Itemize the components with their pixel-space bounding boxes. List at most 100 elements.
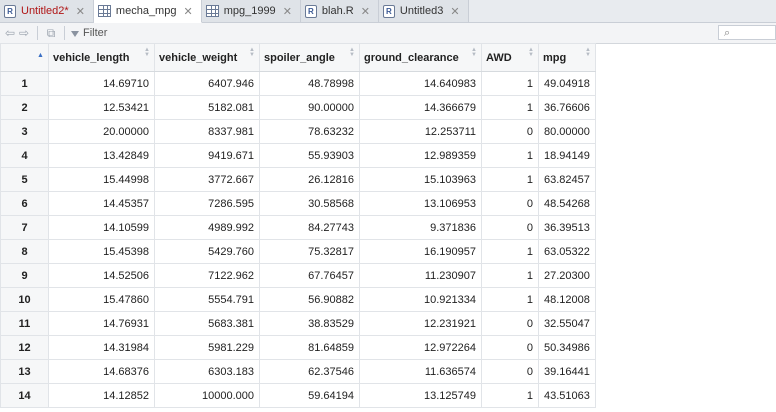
table-cell: 78.63232 [259, 119, 360, 144]
table-cell: 5554.791 [154, 287, 260, 312]
table-cell: 32.55047 [538, 311, 596, 336]
column-header[interactable]: vehicle_length ▲ ▼ [48, 43, 155, 72]
close-icon[interactable]: ✕ [450, 5, 460, 18]
filter-button[interactable]: Filter [71, 27, 107, 39]
row-number-header[interactable]: ▲ [0, 43, 49, 72]
row-number[interactable]: 10 [0, 287, 49, 312]
table-cell: 62.37546 [259, 359, 360, 384]
data-grid-icon [205, 5, 219, 17]
table-cell: 14.76931 [48, 311, 155, 336]
table-cell: 11.230907 [359, 263, 482, 288]
row-number[interactable]: 13 [0, 359, 49, 384]
sort-icon: ▲ ▼ [249, 47, 255, 58]
close-icon[interactable]: ✕ [360, 5, 370, 18]
table-cell: 0 [481, 215, 539, 240]
table-row: 6 14.45357 7286.595 30.58568 13.106953 0 48.54… [0, 191, 596, 216]
back-arrow-icon[interactable]: ⇦ [4, 26, 16, 40]
r-script-icon: R [304, 4, 317, 18]
table-cell: 1 [481, 143, 539, 168]
table-cell: 63.82457 [538, 167, 596, 192]
table-cell: 27.20300 [538, 263, 596, 288]
table-cell: 15.45398 [48, 239, 155, 264]
table-row: 13 14.68376 6303.183 62.37546 11.636574 0 39.1… [0, 359, 596, 384]
table-cell: 10.921334 [359, 287, 482, 312]
row-number[interactable]: 12 [0, 335, 49, 360]
data-grid-icon [97, 5, 111, 17]
tab-untitled3[interactable]: R Untitled3 ✕ [378, 0, 469, 22]
table-cell: 1 [481, 383, 539, 408]
table-cell: 1 [481, 167, 539, 192]
row-number[interactable]: 1 [0, 71, 49, 96]
table-cell: 6303.183 [154, 359, 260, 384]
column-header[interactable]: ground_clearance ▲ ▼ [359, 43, 482, 72]
table-row: 1 14.69710 6407.946 48.78998 14.640983 1 49.04… [0, 71, 596, 96]
search-input[interactable]: ⌕ [718, 25, 776, 40]
tab-mecha-mpg[interactable]: mecha_mpg ✕ [93, 0, 202, 23]
data-table: ▲ vehicle_length ▲ ▼ vehicle_weight ▲ ▼ spoi… [0, 43, 596, 408]
table-cell: 1 [481, 239, 539, 264]
table-cell: 67.76457 [259, 263, 360, 288]
table-cell: 14.366679 [359, 95, 482, 120]
tab-untitled2[interactable]: R Untitled2* ✕ [0, 0, 94, 22]
table-cell: 5683.381 [154, 311, 260, 336]
tab-mpg-1999[interactable]: mpg_1999 ✕ [201, 0, 301, 22]
tab-label: mpg_1999 [223, 5, 276, 17]
table-cell: 1 [481, 287, 539, 312]
data-viewer-toolbar: ⇦ ⇨ ⧉ Filter ⌕ [0, 23, 776, 44]
table-cell: 14.68376 [48, 359, 155, 384]
toolbar-divider [37, 26, 38, 40]
sort-icon: ▲ ▼ [144, 47, 150, 58]
table-cell: 84.27743 [259, 215, 360, 240]
row-number[interactable]: 3 [0, 119, 49, 144]
close-icon[interactable]: ✕ [183, 5, 193, 18]
forward-arrow-icon[interactable]: ⇨ [18, 26, 30, 40]
column-header-label: mpg [543, 51, 567, 64]
row-number[interactable]: 6 [0, 191, 49, 216]
column-header[interactable]: AWD ▲ ▼ [481, 43, 539, 72]
table-cell: 48.12008 [538, 287, 596, 312]
row-number[interactable]: 5 [0, 167, 49, 192]
tab-label: Untitled3 [399, 5, 444, 17]
filter-label: Filter [83, 27, 108, 39]
sort-icon: ▲ ▼ [471, 47, 477, 58]
row-number[interactable]: 4 [0, 143, 49, 168]
row-number[interactable]: 2 [0, 95, 49, 120]
table-cell: 4989.992 [154, 215, 260, 240]
column-header[interactable]: spoiler_angle ▲ ▼ [259, 43, 360, 72]
table-cell: 20.00000 [48, 119, 155, 144]
column-header[interactable]: mpg ▲ ▼ [538, 43, 596, 72]
close-icon[interactable]: ✕ [75, 5, 85, 18]
row-number[interactable]: 9 [0, 263, 49, 288]
table-cell: 48.54268 [538, 191, 596, 216]
tab-blah-r[interactable]: R blah.R ✕ [300, 0, 379, 22]
table-cell: 0 [481, 311, 539, 336]
table-cell: 12.53421 [48, 95, 155, 120]
table-cell: 75.32817 [259, 239, 360, 264]
table-cell: 1 [481, 95, 539, 120]
table-cell: 56.90882 [259, 287, 360, 312]
row-number[interactable]: 11 [0, 311, 49, 336]
table-cell: 11.636574 [359, 359, 482, 384]
row-number[interactable]: 7 [0, 215, 49, 240]
table-cell: 14.12852 [48, 383, 155, 408]
table-cell: 0 [481, 359, 539, 384]
table-cell: 10000.000 [154, 383, 260, 408]
tab-label: blah.R [321, 5, 354, 17]
r-script-icon: R [382, 4, 395, 18]
table-cell: 6407.946 [154, 71, 260, 96]
table-cell: 49.04918 [538, 71, 596, 96]
row-number[interactable]: 8 [0, 239, 49, 264]
close-icon[interactable]: ✕ [282, 5, 292, 18]
table-cell: 36.39513 [538, 215, 596, 240]
popout-icon[interactable]: ⧉ [46, 25, 56, 40]
column-header-label: vehicle_length [53, 51, 130, 64]
table-cell: 13.106953 [359, 191, 482, 216]
row-number[interactable]: 14 [0, 383, 49, 408]
table-cell: 3772.667 [154, 167, 260, 192]
table-cell: 14.10599 [48, 215, 155, 240]
table-cell: 12.231921 [359, 311, 482, 336]
table-cell: 81.64859 [259, 335, 360, 360]
table-cell: 14.45357 [48, 191, 155, 216]
toolbar-divider [64, 26, 65, 40]
column-header[interactable]: vehicle_weight ▲ ▼ [154, 43, 260, 72]
